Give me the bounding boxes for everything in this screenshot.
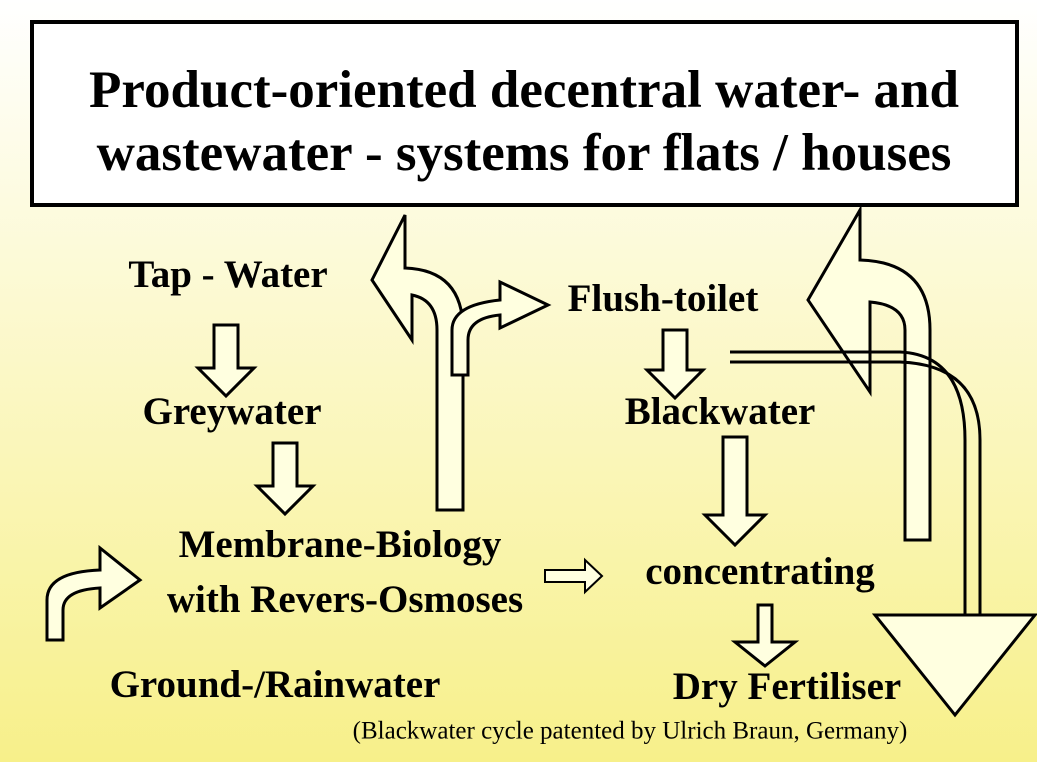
arrow	[370, 214, 465, 512]
connector	[730, 360, 982, 615]
node-label: Membrane-Biology	[179, 523, 502, 566]
arrowhead	[871, 613, 1037, 718]
title-line: Product-oriented decentral water- and	[89, 61, 959, 119]
node-label: Tap - Water	[128, 253, 327, 296]
node-label: Flush-toilet	[568, 277, 759, 320]
title-line: wastewater - systems for flats / houses	[97, 124, 952, 182]
title-box	[30, 20, 1019, 207]
arrow	[45, 544, 143, 642]
node-label: Dry Fertiliser	[673, 665, 901, 708]
node-label: concentrating	[645, 550, 875, 593]
arrow	[450, 279, 552, 377]
node-label: Greywater	[142, 390, 321, 433]
arrow	[194, 323, 258, 399]
node-label: Ground-/Rainwater	[110, 663, 441, 706]
arrow	[701, 435, 769, 548]
arrow	[806, 204, 932, 542]
node-label: Blackwater	[625, 390, 816, 433]
arrow	[643, 328, 707, 401]
node-label: with Revers-Osmoses	[167, 578, 523, 621]
footnote: (Blackwater cycle patented by Ulrich Bra…	[353, 718, 908, 745]
arrow	[544, 557, 604, 595]
arrow	[253, 441, 317, 517]
arrow	[730, 603, 800, 668]
